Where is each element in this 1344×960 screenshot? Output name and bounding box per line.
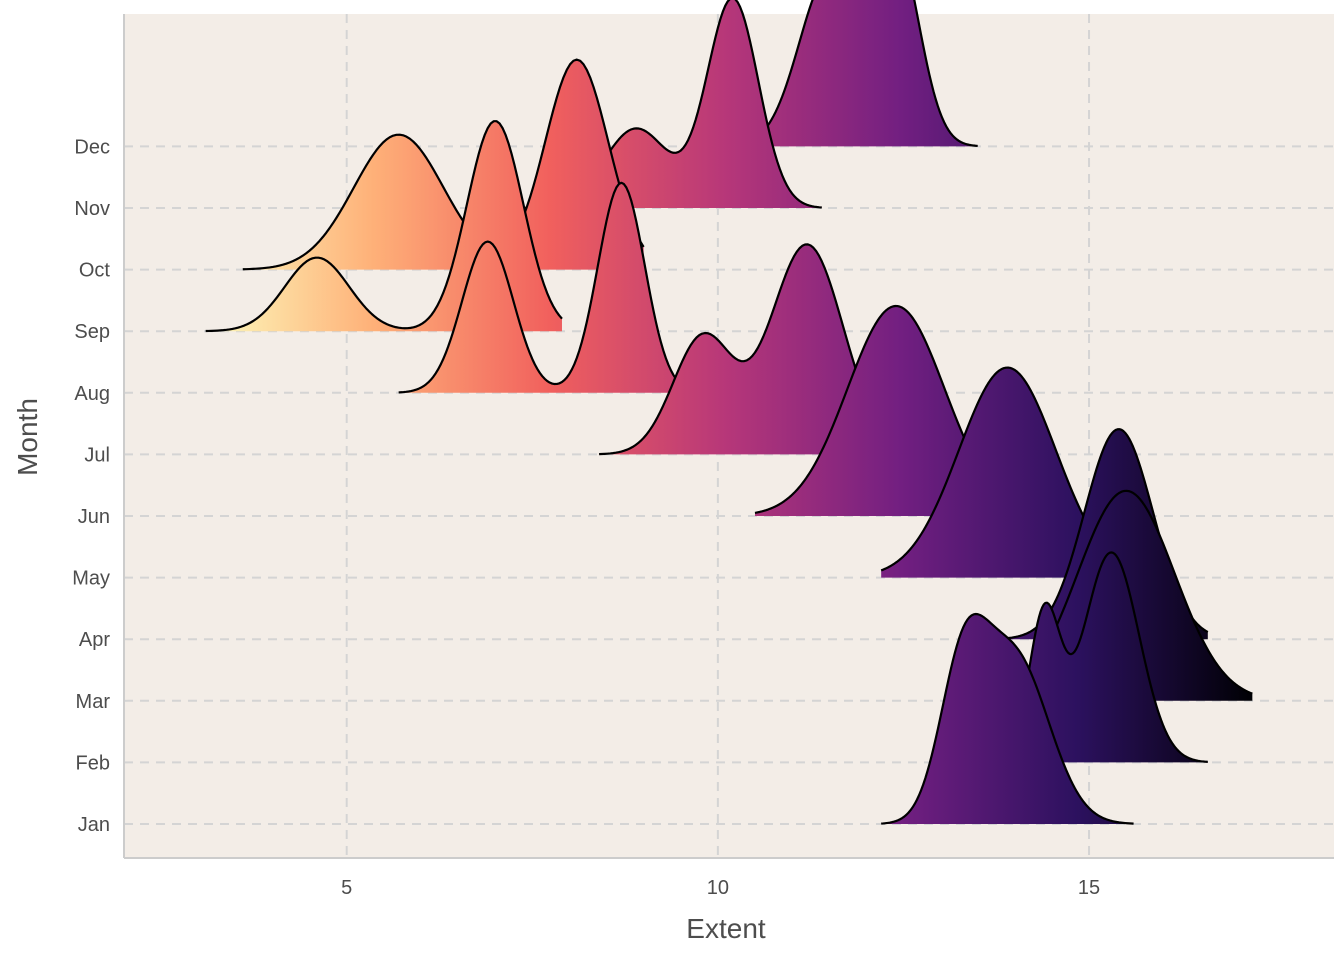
y-tick-label: Nov	[74, 198, 110, 220]
axes	[123, 14, 1334, 859]
ridges	[205, 0, 1253, 825]
x-axis-title: Extent	[686, 913, 766, 944]
ridge-outline	[398, 181, 696, 394]
ridge-fill	[242, 59, 644, 270]
ridge-feb	[1013, 551, 1208, 763]
ridge-fill	[725, 0, 978, 147]
ridge-oct	[242, 58, 645, 271]
y-tick-label: Oct	[79, 260, 111, 282]
y-tick-label: Sep	[74, 321, 110, 343]
y-tick-label: Mar	[76, 691, 111, 713]
ridge-aug	[398, 181, 696, 394]
ridge-outline	[242, 58, 645, 271]
x-tick-label: 5	[341, 877, 352, 899]
y-tick-label: Aug	[74, 383, 110, 405]
ridge-outline	[881, 612, 1134, 825]
y-tick-label: Dec	[74, 136, 110, 158]
y-tick-label: May	[72, 568, 110, 590]
x-tick-label: 15	[1078, 877, 1100, 899]
y-tick-label: Jul	[84, 444, 110, 466]
y-tick-label: Apr	[79, 629, 110, 651]
ridge-fill	[398, 182, 696, 393]
ridge-fill	[1014, 552, 1208, 763]
y-tick-label: Jan	[78, 814, 110, 836]
y-tick-label: Feb	[76, 752, 110, 774]
y-axis-title: Month	[12, 398, 43, 476]
ridge-jan	[881, 612, 1134, 825]
ridge-outline	[205, 120, 563, 333]
y-tick-label: Jun	[78, 506, 110, 528]
y-tick-labels: Jan Feb Mar Apr May Jun Jul Aug Sep Oct Nov Dec	[72, 136, 110, 836]
x-tick-labels: 5 10 15	[341, 877, 1100, 899]
ridge-fill	[881, 614, 1134, 824]
ridge-outline	[1013, 551, 1208, 763]
ridge-fill	[524, 0, 822, 208]
x-tick-label: 10	[707, 877, 729, 899]
